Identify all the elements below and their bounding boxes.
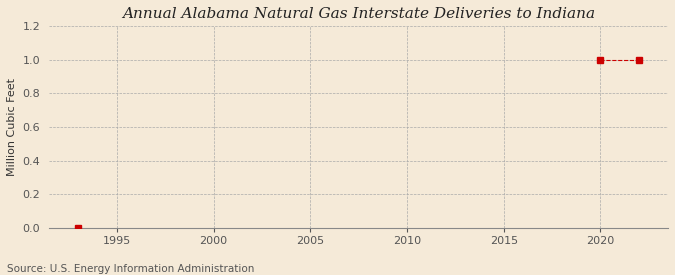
Text: Source: U.S. Energy Information Administration: Source: U.S. Energy Information Administ…: [7, 264, 254, 274]
Title: Annual Alabama Natural Gas Interstate Deliveries to Indiana: Annual Alabama Natural Gas Interstate De…: [122, 7, 595, 21]
Y-axis label: Million Cubic Feet: Million Cubic Feet: [7, 78, 17, 176]
